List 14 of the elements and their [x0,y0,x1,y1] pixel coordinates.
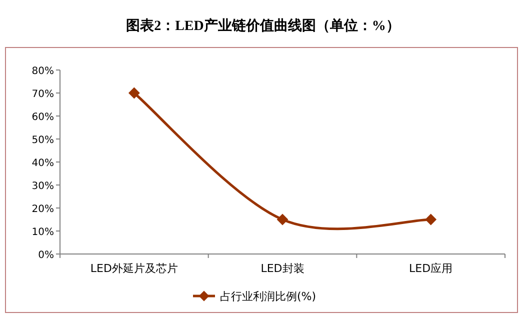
x-tick-label: LED外延片及芯片 [90,262,178,275]
y-tick-label: 70% [32,89,54,100]
y-tick-label: 0% [38,250,54,261]
chart-title: 图表2：LED产业链价值曲线图（单位：%） [126,17,400,34]
y-tick-label: 80% [32,66,54,77]
y-tick-label: 10% [32,227,54,238]
y-tick-label: 50% [32,135,54,146]
y-tick-label: 60% [32,112,54,123]
legend-label: 占行业利润比例(%) [220,290,316,303]
x-tick-label: LED应用 [409,262,453,275]
x-tick-label: LED封装 [260,262,304,275]
y-tick-label: 30% [32,181,54,192]
y-tick-label: 20% [32,204,54,215]
y-tick-label: 40% [32,158,54,169]
